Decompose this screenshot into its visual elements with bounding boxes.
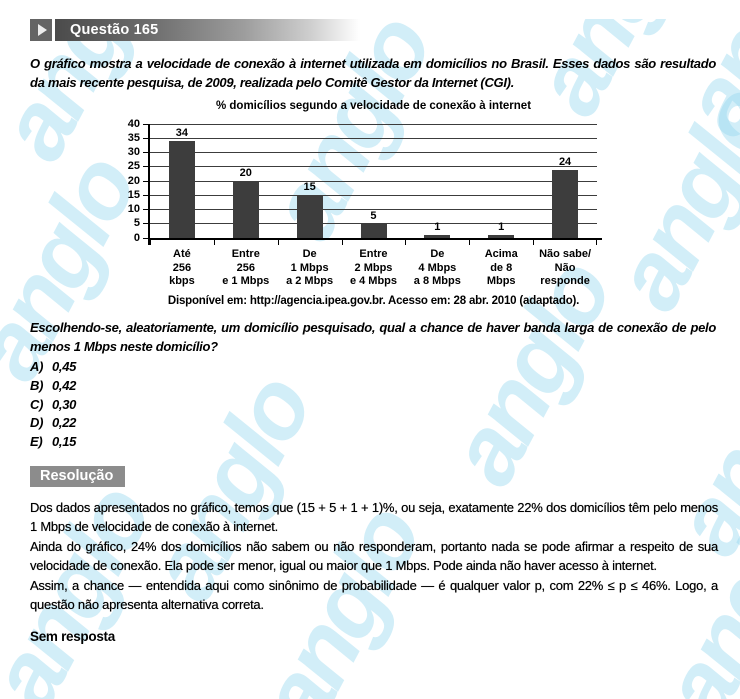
bar-value-label: 15 — [303, 181, 316, 194]
option-letter: E) — [30, 434, 43, 450]
gridline — [150, 194, 597, 196]
x-axis-tick — [277, 240, 279, 245]
question-header-banner: Questão 165 — [55, 19, 360, 41]
y-axis-tick — [143, 137, 148, 139]
y-axis-line — [148, 124, 150, 245]
y-axis-tick — [143, 166, 148, 168]
question-intro: O gráfico mostra a velocidade de conexão… — [30, 56, 716, 90]
chart-title: % domicílios segundo a velocidade de con… — [215, 100, 532, 112]
option-A: A) 0,45 — [30, 359, 714, 378]
gridline — [150, 123, 597, 125]
y-axis-tick — [143, 194, 148, 196]
resolution-paragraph: Ainda do gráfico, 24% dos domicílios não… — [30, 538, 718, 574]
x-axis-tick — [405, 240, 407, 245]
x-axis-tick — [150, 240, 151, 245]
bar — [296, 195, 323, 238]
category-label: Até 256 kbps — [169, 248, 195, 287]
category-label: De 4 Mbps a 8 Mbps — [413, 248, 461, 287]
y-axis-tick — [143, 237, 148, 239]
bar — [360, 223, 387, 238]
option-C: C) 0,30 — [30, 397, 714, 416]
resolution-paragraph: Assim, a chance — entendida aqui como si… — [30, 577, 718, 613]
option-value: 0,22 — [52, 415, 77, 431]
question-text: Escolhendo-se, aleatoriamente, um domicí… — [30, 320, 716, 354]
bar-value-label: 5 — [370, 209, 377, 222]
question-header: Questão 165 — [30, 19, 714, 41]
bar — [232, 181, 259, 238]
y-axis-label: 0 — [133, 231, 140, 244]
gridline — [150, 152, 597, 153]
bar-chart: % domicílios segundo a velocidade de con… — [30, 100, 714, 307]
option-E: E) 0,15 — [30, 434, 714, 453]
option-value: 0,15 — [52, 434, 77, 450]
y-axis-label: 5 — [133, 217, 140, 230]
bar — [424, 235, 451, 238]
category-label: Não sabe/ Não responde — [539, 248, 592, 287]
bar-value-label: 20 — [239, 167, 252, 179]
exam-page: Questão 165 O gráfico mostra a velocidad… — [0, 19, 740, 644]
option-value: 0,30 — [52, 396, 77, 412]
option-value: 0,45 — [52, 359, 77, 374]
option-letter: B) — [30, 377, 44, 393]
y-axis-tick — [143, 180, 148, 182]
final-answer: Sem resposta — [30, 628, 115, 644]
option-letter: D) — [30, 415, 44, 431]
y-axis-tick — [143, 123, 148, 125]
resolution-body: Dos dados apresentados no gráfico, temos… — [30, 498, 718, 615]
bar — [552, 169, 579, 238]
category-label: Entre 256 e 1 Mbps — [222, 248, 270, 287]
y-axis-tick — [143, 152, 148, 153]
chart-source: Disponível em: http://agencia.ipea.gov.b… — [167, 295, 580, 307]
bar — [168, 141, 195, 238]
y-axis-label: 20 — [127, 174, 140, 187]
gridline — [150, 209, 597, 210]
y-axis-label: 25 — [127, 160, 140, 173]
question-title: Questão 165 — [70, 22, 159, 38]
y-axis-label: 10 — [127, 203, 140, 215]
option-B: B) 0,42 — [30, 378, 714, 397]
y-axis-tick — [143, 223, 148, 225]
option-letter: C) — [30, 396, 44, 412]
bar-value-label: 34 — [175, 127, 189, 140]
y-axis-label: 30 — [127, 146, 140, 158]
category-label: Acima de 8 Mbps — [484, 248, 518, 287]
x-axis-tick — [213, 240, 215, 245]
option-letter: A) — [30, 359, 44, 374]
option-D: D) 0,22 — [30, 415, 714, 434]
option-value: 0,42 — [52, 377, 77, 393]
resolution-badge: Resolução — [30, 465, 126, 487]
category-label: De 1 Mbps a 2 Mbps — [286, 248, 334, 287]
y-axis-label: 35 — [127, 131, 140, 144]
x-axis-tick — [469, 240, 471, 245]
x-axis-tick — [533, 240, 535, 245]
gridline — [150, 180, 597, 182]
bar-value-label: 24 — [558, 155, 572, 168]
gridline — [150, 166, 597, 168]
chart-plot-area: 0 5 10 15 20 25 30 35 40 34 Até 256 kbps 20 Entre 25… — [128, 118, 602, 287]
bar — [488, 235, 515, 238]
x-axis-tick — [341, 240, 343, 245]
resolution-paragraph: Dos dados apresentados no gráfico, temos… — [30, 499, 718, 535]
x-axis-tick — [596, 240, 597, 245]
y-axis-label: 40 — [127, 117, 140, 130]
x-axis-line — [148, 238, 602, 240]
play-arrow-icon — [30, 19, 52, 41]
y-axis-tick — [143, 209, 148, 210]
bar-value-label: 1 — [434, 221, 441, 234]
options-list: A) 0,45 B) 0,42 C) 0,30 D) 0,22 E) 0,15 — [30, 359, 714, 453]
gridline — [150, 137, 597, 139]
y-axis-label: 15 — [127, 188, 140, 201]
bar-value-label: 1 — [498, 221, 505, 234]
category-label: Entre 2 Mbps e 4 Mbps — [349, 248, 398, 287]
